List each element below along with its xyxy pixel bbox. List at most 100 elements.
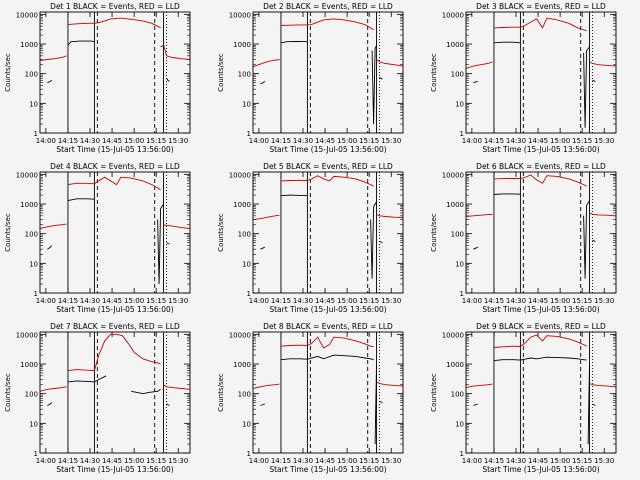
x-tick-label: 14:30 <box>80 297 100 305</box>
series-group <box>253 18 403 125</box>
series-line-lld <box>40 223 67 229</box>
series-line-events <box>587 363 590 445</box>
series-group <box>40 17 190 84</box>
series-line-lld <box>466 61 493 69</box>
x-tick-label: 14:30 <box>506 297 526 305</box>
x-tick-label: 15:15 <box>572 457 592 465</box>
x-tick-label: 15:30 <box>168 137 188 145</box>
axes-frame <box>39 11 191 134</box>
y-tick-label: 10 <box>242 420 251 428</box>
series-line-lld <box>163 224 190 229</box>
y-tick-label: 1 <box>247 130 251 138</box>
series-line-events <box>592 403 596 406</box>
x-tick-label: 15:00 <box>337 297 357 305</box>
axes-frame <box>39 331 191 454</box>
series-line-events <box>166 403 170 406</box>
x-axis-label: Start Time (15-Jul-05 13:56:00) <box>269 305 386 314</box>
chart-title: Det 7 BLACK = Events, RED = LLD <box>50 322 180 331</box>
x-tick-label: 14:45 <box>102 297 122 305</box>
x-tick-label: 14:45 <box>528 297 548 305</box>
axes-frame <box>252 331 404 454</box>
y-tick-label: 10000 <box>442 171 464 179</box>
y-tick-label: 1 <box>460 450 464 458</box>
y-axis-label: Counts/sec <box>4 373 12 412</box>
y-tick-label: 1000 <box>233 201 251 209</box>
y-tick-label: 1000 <box>446 361 464 369</box>
x-tick-label: 15:15 <box>146 137 166 145</box>
x-tick-label: 15:15 <box>146 457 166 465</box>
series-line-lld <box>280 18 374 31</box>
series-line-lld <box>280 175 374 187</box>
y-axis-label: Counts/sec <box>217 213 225 252</box>
x-tick-label: 14:30 <box>80 137 100 145</box>
y-tick-label: 10000 <box>16 171 38 179</box>
series-line-events <box>370 201 377 279</box>
x-tick-label: 15:30 <box>594 297 614 305</box>
series-line-events <box>260 246 265 250</box>
x-tick-label: 14:30 <box>80 457 100 465</box>
x-tick-label: 14:15 <box>58 457 78 465</box>
x-tick-label: 15:00 <box>550 137 570 145</box>
chart-panel-8: 1 10 100 1000 10000 14:00 14:15 14:30 14:45 15:00… <box>217 322 404 474</box>
x-tick-label: 14:45 <box>102 137 122 145</box>
x-axis-label: Start Time (15-Jul-05 13:56:00) <box>269 465 386 474</box>
series-line-lld <box>376 213 403 218</box>
x-tick-label: 15:15 <box>146 297 166 305</box>
series-line-lld <box>466 383 493 389</box>
series-line-events <box>473 80 478 84</box>
series-line-events <box>166 78 170 82</box>
series-line-events <box>260 81 266 85</box>
series-line-events <box>592 79 596 82</box>
x-tick-label: 14:15 <box>484 297 504 305</box>
y-tick-label: 1000 <box>233 361 251 369</box>
x-tick-label: 14:45 <box>102 457 122 465</box>
x-tick-label: 14:00 <box>36 457 56 465</box>
x-tick-label: 14:15 <box>58 297 78 305</box>
y-tick-label: 10000 <box>229 331 251 339</box>
chart-title: Det 5 BLACK = Events, RED = LLD <box>263 162 393 171</box>
chart-panel-2: 1 10 100 1000 10000 14:00 14:15 14:30 14:45 15:00… <box>217 2 404 154</box>
axes-frame <box>465 331 617 454</box>
y-tick-label: 1000 <box>20 41 38 49</box>
x-tick-label: 15:00 <box>550 297 570 305</box>
axes-frame <box>465 11 617 134</box>
series-line-events <box>280 354 374 361</box>
y-tick-label: 10 <box>29 420 38 428</box>
x-tick-label: 15:00 <box>124 297 144 305</box>
series-group <box>466 17 616 128</box>
y-tick-label: 10000 <box>16 11 38 19</box>
series-line-events <box>67 40 95 46</box>
series-line-events <box>493 356 587 362</box>
series-line-events <box>583 200 590 279</box>
x-tick-label: 14:45 <box>528 457 548 465</box>
series-group <box>40 333 190 406</box>
series-line-lld <box>493 334 587 348</box>
x-axis-label: Start Time (15-Jul-05 13:56:00) <box>269 145 386 154</box>
y-tick-label: 10 <box>29 100 38 108</box>
series-line-events <box>493 41 521 44</box>
y-tick-label: 10 <box>455 420 464 428</box>
y-tick-label: 1 <box>34 450 38 458</box>
x-tick-label: 14:45 <box>315 137 335 145</box>
y-tick-label: 100 <box>451 71 464 79</box>
series-line-events <box>493 193 521 195</box>
x-tick-label: 14:00 <box>249 297 269 305</box>
x-tick-label: 14:00 <box>462 297 482 305</box>
series-line-events <box>379 240 383 244</box>
y-tick-label: 10000 <box>229 171 251 179</box>
x-tick-label: 15:30 <box>168 457 188 465</box>
series-line-events <box>131 388 161 395</box>
x-tick-label: 15:30 <box>594 457 614 465</box>
x-tick-label: 15:15 <box>572 137 592 145</box>
chart-panel-3: 1 10 100 1000 10000 14:00 14:15 14:30 14:45 15:00… <box>430 2 617 154</box>
series-group <box>253 336 403 445</box>
x-tick-label: 14:45 <box>315 297 335 305</box>
series-line-lld <box>589 61 616 67</box>
y-axis-label: Counts/sec <box>4 213 12 252</box>
series-line-lld <box>253 59 280 68</box>
series-line-events <box>473 403 478 406</box>
series-line-lld <box>67 176 161 191</box>
x-axis-label: Start Time (15-Jul-05 13:56:00) <box>56 465 173 474</box>
y-tick-label: 10 <box>455 260 464 268</box>
y-tick-label: 10 <box>29 260 38 268</box>
